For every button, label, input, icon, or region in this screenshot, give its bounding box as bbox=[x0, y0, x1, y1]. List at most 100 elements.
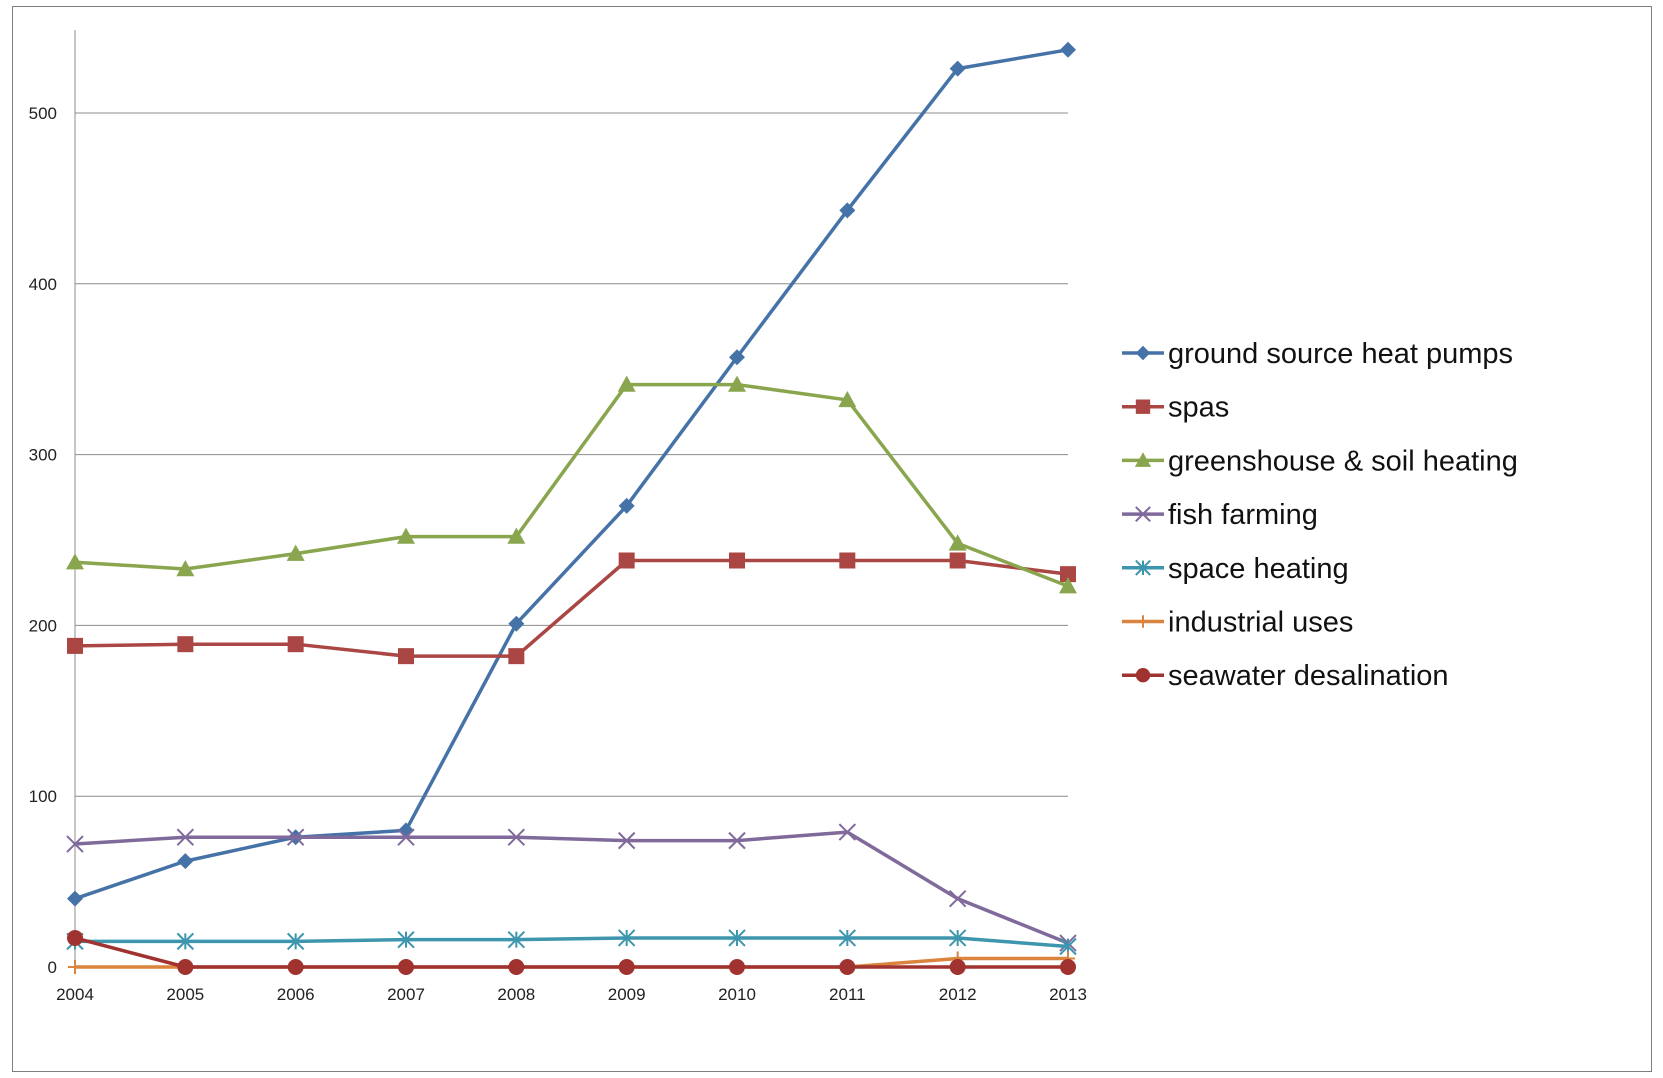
data-point bbox=[507, 828, 526, 846]
y-tick-label: 400 bbox=[29, 275, 57, 294]
data-point bbox=[286, 544, 305, 561]
data-point bbox=[839, 552, 856, 569]
data-point bbox=[176, 828, 195, 846]
legend-label: spas bbox=[1168, 392, 1229, 424]
data-point bbox=[177, 636, 194, 653]
data-point bbox=[839, 202, 856, 219]
data-point bbox=[1135, 506, 1151, 523]
series-line bbox=[74, 936, 1068, 969]
legend-item: fish farming bbox=[1122, 499, 1318, 531]
legend-item: greenshouse & soil heating bbox=[1122, 445, 1518, 477]
y-tick-label: 0 bbox=[48, 958, 57, 977]
series-line bbox=[74, 48, 1069, 901]
data-point bbox=[177, 853, 194, 870]
series-line bbox=[75, 936, 1069, 949]
data-point bbox=[68, 960, 82, 974]
data-point bbox=[949, 552, 966, 569]
data-point bbox=[398, 959, 414, 975]
data-point bbox=[838, 390, 857, 408]
x-tick-label: 2009 bbox=[608, 985, 646, 1004]
data-point bbox=[1060, 41, 1076, 58]
x-tick-label: 2011 bbox=[829, 985, 866, 1004]
x-tick-label: 2004 bbox=[56, 985, 94, 1004]
gridlines bbox=[75, 112, 1068, 797]
data-point bbox=[508, 959, 525, 975]
data-point bbox=[618, 552, 635, 569]
series-greenshouse-soil-heating bbox=[66, 375, 1077, 594]
series-fish-farming bbox=[66, 823, 1077, 952]
data-point bbox=[728, 831, 746, 850]
data-point bbox=[66, 835, 84, 853]
data-point bbox=[948, 929, 967, 947]
data-point bbox=[507, 930, 526, 949]
legend-item: space heating bbox=[1122, 553, 1349, 585]
data-point bbox=[839, 959, 856, 975]
data-point bbox=[67, 929, 83, 946]
series-industrial-uses bbox=[68, 951, 1075, 974]
data-point bbox=[67, 890, 83, 907]
data-point bbox=[1060, 566, 1076, 583]
data-point bbox=[1135, 559, 1151, 576]
series-line bbox=[74, 558, 1069, 658]
x-tick-label: 2006 bbox=[277, 985, 315, 1004]
legend-label: fish farming bbox=[1168, 499, 1318, 531]
series-space-heating bbox=[66, 929, 1077, 956]
data-point bbox=[617, 831, 636, 850]
y-tick-label: 300 bbox=[29, 446, 57, 465]
legend-label: greenshouse & soil heating bbox=[1168, 445, 1518, 477]
chart-frame bbox=[12, 6, 1652, 1072]
data-point bbox=[1136, 615, 1150, 628]
y-tick-label: 500 bbox=[29, 104, 57, 123]
data-point bbox=[1134, 452, 1152, 467]
data-point bbox=[1060, 959, 1076, 975]
data-point bbox=[287, 636, 304, 653]
data-point bbox=[1135, 399, 1151, 414]
tick-labels: 0 100 200 300 400 500 2004 2005 2006 2007 2008 2009… bbox=[29, 104, 1087, 1004]
x-tick-label: 2005 bbox=[166, 985, 204, 1004]
data-point bbox=[67, 637, 83, 654]
data-point bbox=[729, 959, 745, 975]
data-point bbox=[838, 823, 857, 841]
legend: ground source heat pumps spas greenshouse … bbox=[1122, 338, 1518, 692]
x-tick-label: 2008 bbox=[497, 985, 535, 1004]
x-tick-label: 2010 bbox=[718, 985, 756, 1004]
series-line bbox=[74, 830, 1069, 945]
data-point bbox=[948, 889, 967, 908]
legend-item: seawater desalination bbox=[1122, 660, 1449, 692]
data-point bbox=[1059, 577, 1077, 594]
x-tick-label: 2012 bbox=[939, 985, 977, 1004]
series-lines bbox=[66, 41, 1077, 975]
data-point bbox=[617, 929, 636, 947]
data-point bbox=[728, 375, 746, 392]
data-point bbox=[286, 932, 305, 951]
legend-item: ground source heat pumps bbox=[1122, 338, 1513, 370]
data-point bbox=[617, 375, 636, 392]
x-tick-label: 2007 bbox=[387, 985, 425, 1004]
data-point bbox=[507, 527, 526, 544]
series-seawater-desalination bbox=[67, 929, 1076, 975]
data-point bbox=[729, 552, 745, 569]
data-point bbox=[949, 60, 966, 77]
legend-label: industrial uses bbox=[1168, 607, 1353, 639]
data-point bbox=[508, 615, 525, 632]
data-point bbox=[286, 828, 305, 846]
data-point bbox=[1135, 345, 1151, 361]
data-point bbox=[397, 930, 415, 949]
y-tick-label: 200 bbox=[29, 616, 57, 635]
data-point bbox=[948, 534, 967, 551]
data-point bbox=[949, 959, 966, 975]
legend-item: industrial uses bbox=[1122, 607, 1353, 639]
data-point bbox=[838, 929, 857, 947]
data-point bbox=[177, 959, 194, 975]
series-line bbox=[74, 382, 1069, 588]
legend-label: space heating bbox=[1168, 553, 1349, 585]
y-tick-label: 100 bbox=[29, 787, 57, 806]
data-point bbox=[398, 648, 414, 665]
data-point bbox=[508, 648, 525, 665]
data-point bbox=[729, 349, 745, 366]
data-point bbox=[618, 959, 635, 975]
data-point bbox=[176, 560, 195, 577]
data-point bbox=[728, 929, 746, 947]
legend-label: seawater desalination bbox=[1168, 660, 1449, 692]
